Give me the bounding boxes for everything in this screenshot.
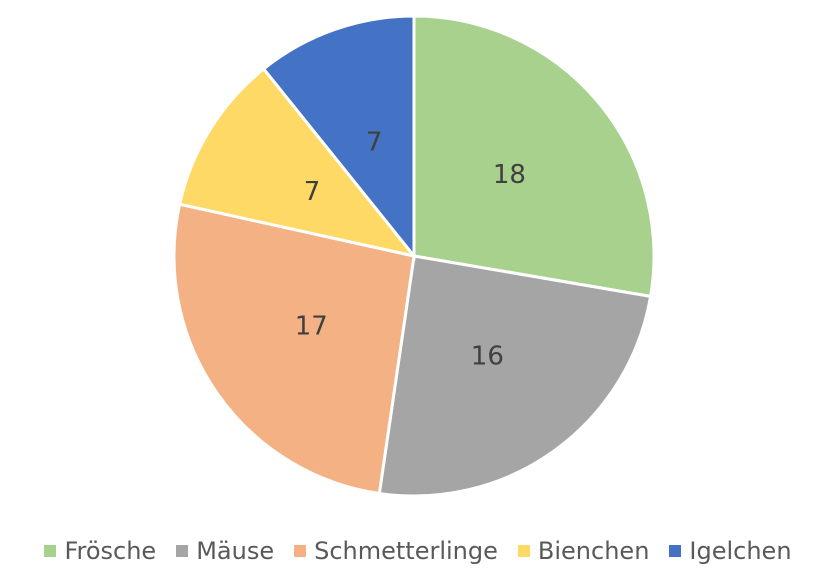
legend: Frösche Mäuse Schmetterlinge Bienchen Igelch… — [0, 532, 836, 570]
legend-item: Schmetterlinge — [294, 537, 498, 565]
legend-label: Bienchen — [537, 537, 650, 565]
pie-slice — [172, 202, 416, 496]
legend-item: Mäuse — [176, 537, 274, 565]
pie-slice — [412, 14, 656, 299]
legend-label: Mäuse — [196, 537, 275, 565]
legend-label: Schmetterlinge — [314, 537, 498, 565]
legend-label: Frösche — [64, 537, 157, 565]
legend-swatch — [517, 545, 530, 557]
data-label: 18 — [493, 160, 526, 190]
legend-swatch — [294, 545, 307, 557]
data-label: 7 — [366, 127, 383, 157]
legend-item: Bienchen — [517, 537, 650, 565]
pie-slice — [377, 254, 653, 498]
legend-item: Frösche — [44, 537, 156, 565]
legend-swatch — [44, 545, 57, 557]
legend-swatch — [669, 545, 682, 557]
data-label: 7 — [304, 177, 321, 207]
legend-item: Igelchen — [669, 537, 792, 565]
data-label: 16 — [471, 341, 504, 371]
pie-slice — [177, 66, 418, 259]
chart: 18 16 17 7 7 — [172, 14, 656, 498]
legend-label: Igelchen — [689, 537, 792, 565]
legend-swatch — [176, 545, 189, 557]
pie-slice — [261, 14, 416, 261]
data-label: 17 — [295, 311, 328, 341]
